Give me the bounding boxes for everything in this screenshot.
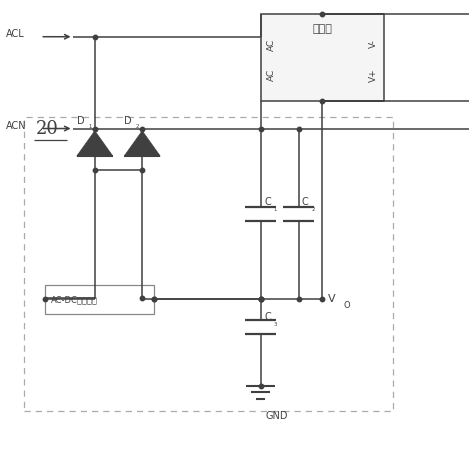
Text: C: C	[302, 197, 309, 207]
Text: V-: V-	[369, 39, 378, 48]
Text: AC-DC转换单元: AC-DC转换单元	[51, 295, 98, 304]
Text: $_1$: $_1$	[88, 122, 92, 131]
Text: 整流桥: 整流桥	[312, 24, 332, 34]
Text: $_2$: $_2$	[135, 122, 140, 131]
Text: $_1$: $_1$	[273, 205, 278, 214]
Text: $_2$: $_2$	[311, 205, 317, 214]
Text: ACN: ACN	[6, 121, 27, 131]
Bar	[45, 285, 154, 314]
Polygon shape	[124, 131, 160, 156]
Text: AC: AC	[267, 39, 275, 51]
Text: V+: V+	[369, 69, 378, 83]
Text: GND: GND	[265, 411, 288, 421]
Text: AC: AC	[267, 69, 275, 81]
Text: D: D	[124, 116, 132, 126]
Polygon shape	[77, 131, 113, 156]
Bar	[261, 14, 384, 101]
Text: D: D	[77, 116, 84, 126]
Text: V: V	[328, 295, 336, 304]
Text: C: C	[264, 197, 271, 207]
Bar	[24, 117, 393, 411]
Text: $_3$: $_3$	[273, 320, 279, 329]
Text: C: C	[264, 312, 271, 322]
Text: 20: 20	[36, 120, 58, 138]
Text: ACL: ACL	[6, 29, 25, 39]
Text: O: O	[344, 301, 350, 309]
